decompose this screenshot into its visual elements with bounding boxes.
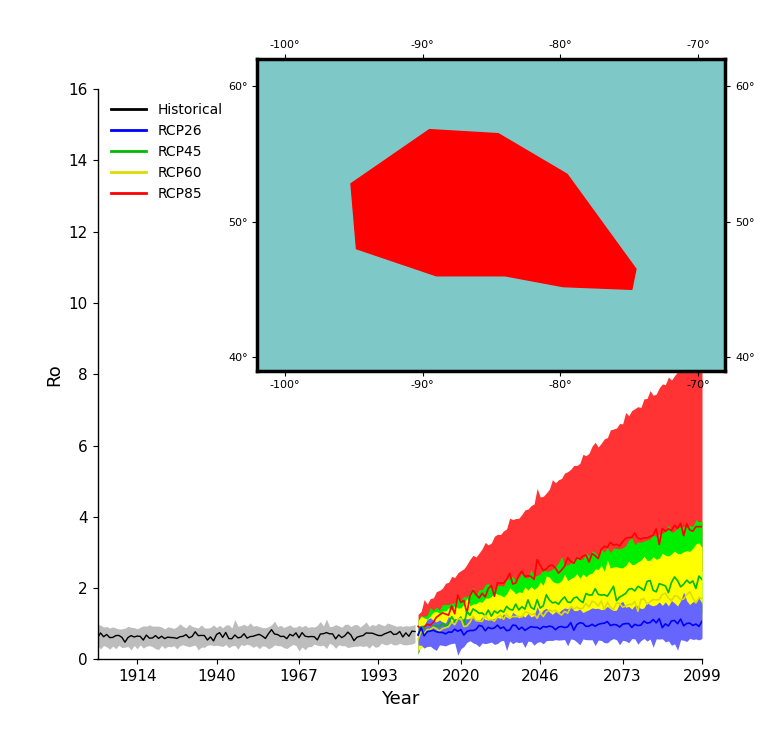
Legend: Historical, RCP26, RCP45, RCP60, RCP85: Historical, RCP26, RCP45, RCP60, RCP85 — [105, 96, 229, 207]
Y-axis label: Ro: Ro — [44, 363, 63, 385]
Polygon shape — [351, 130, 636, 289]
Title: NORTHERN ONTARIO: NORTHERN ONTARIO — [286, 66, 513, 84]
X-axis label: Year: Year — [381, 690, 419, 708]
